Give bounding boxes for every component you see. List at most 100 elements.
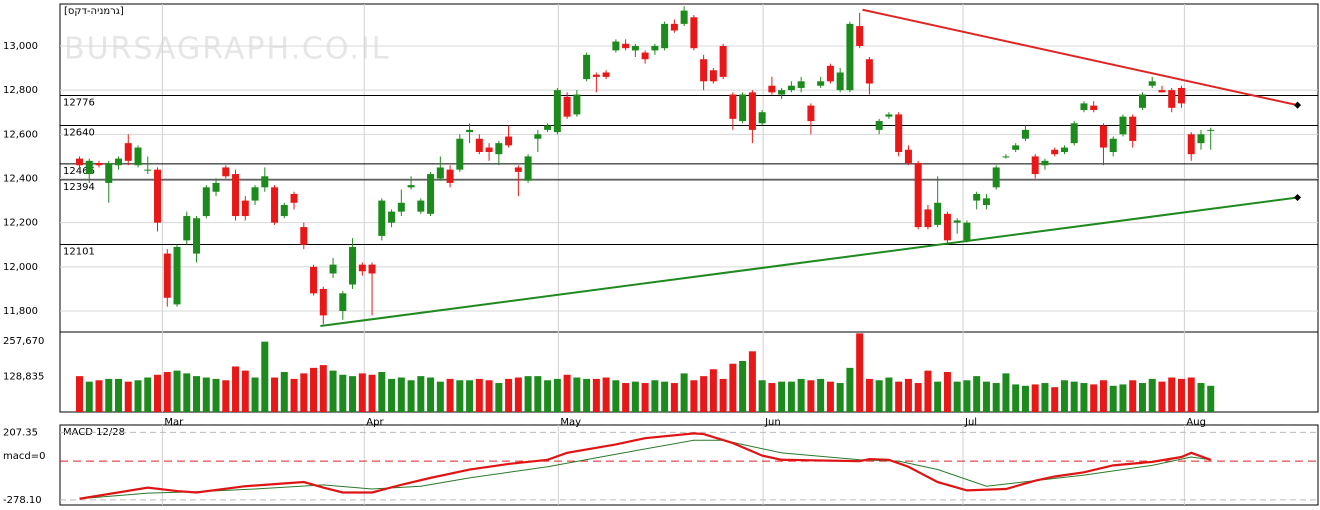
- volume-bar: [797, 378, 805, 412]
- candle-body: [1109, 138, 1117, 152]
- candle-body: [904, 149, 912, 164]
- volume-bar: [826, 381, 834, 412]
- candle-body: [388, 211, 396, 223]
- trend-end: [1293, 101, 1302, 109]
- candle-body: [154, 169, 162, 223]
- candle-body: [1197, 134, 1205, 144]
- candle-body: [982, 198, 990, 205]
- macd-frame: [59, 424, 1319, 506]
- volume-bar: [856, 333, 864, 412]
- candle-body: [280, 204, 288, 217]
- volume-bar: [817, 378, 825, 412]
- volume-bar: [368, 374, 376, 412]
- candle-body: [436, 167, 444, 179]
- y-tick-label: 128,835: [3, 371, 44, 382]
- volume-bar: [836, 383, 844, 412]
- volume-bar: [1099, 380, 1107, 412]
- candle-body: [134, 147, 142, 166]
- volume-bar: [456, 380, 464, 412]
- volume-bar: [544, 380, 552, 412]
- y-tick-label: 12,800: [3, 85, 38, 96]
- volume-bar: [349, 376, 357, 412]
- volume-bar: [768, 383, 776, 412]
- candle-body: [329, 264, 337, 274]
- volume-bar: [953, 381, 961, 412]
- candle-body: [1177, 87, 1185, 104]
- volume-bar: [739, 360, 747, 412]
- candle-body: [271, 187, 279, 223]
- candle-body: [670, 23, 678, 31]
- volume-bar: [397, 377, 405, 412]
- volume-bar: [95, 380, 103, 412]
- candle-body: [212, 182, 220, 192]
- candle-body: [553, 90, 561, 133]
- candle-body: [690, 17, 698, 49]
- candle-body: [76, 158, 84, 166]
- volume-bar: [748, 351, 756, 412]
- volume-bar: [924, 370, 932, 412]
- y-tick-label: 12,400: [3, 173, 38, 184]
- candle-body: [349, 246, 357, 285]
- volume-bar: [339, 374, 347, 412]
- candle-body: [631, 45, 639, 51]
- candle-body: [456, 138, 464, 170]
- candle-body: [748, 92, 756, 130]
- candle-body: [875, 121, 883, 130]
- candle-body: [1138, 94, 1146, 108]
- volume-bar: [417, 376, 425, 412]
- zero-label: macd=0: [3, 451, 45, 462]
- candle-body: [846, 23, 854, 91]
- volume-bar: [76, 376, 84, 412]
- volume-bar: [407, 380, 415, 412]
- volume-bar: [202, 377, 210, 412]
- volume-bar: [427, 377, 435, 412]
- candle-body: [1060, 147, 1068, 152]
- volume-bar: [183, 373, 191, 412]
- candle-body: [807, 105, 815, 122]
- candle-body: [368, 264, 376, 274]
- volume-bar: [1051, 387, 1059, 412]
- candle-body: [1090, 105, 1098, 111]
- candle-body: [251, 187, 259, 201]
- level-label: 12101: [63, 247, 95, 258]
- y-tick-label: 12,600: [3, 129, 38, 140]
- y-tick-label: 12,200: [3, 218, 38, 229]
- candle-body: [466, 129, 474, 133]
- volume-bar: [1109, 385, 1117, 412]
- volume-bar: [612, 380, 620, 412]
- volume-bar: [592, 378, 600, 412]
- candle-body: [407, 185, 415, 188]
- macd-line: [79, 439, 1211, 500]
- candle-body: [222, 167, 230, 177]
- volume-bar: [1129, 380, 1137, 412]
- candle-body: [193, 218, 201, 254]
- candle-body: [739, 94, 747, 122]
- candle-body: [719, 45, 727, 77]
- candle-body: [514, 167, 522, 172]
- candle-body: [592, 74, 600, 77]
- candle-body: [485, 147, 493, 152]
- candle-body: [797, 81, 805, 88]
- candle-body: [826, 65, 834, 82]
- y-tick-label: 257,670: [3, 336, 44, 347]
- candle-body: [105, 163, 113, 183]
- candle-body: [1012, 145, 1020, 150]
- candle-body: [573, 94, 581, 115]
- volume-bar: [300, 373, 308, 412]
- volume-bar: [1148, 378, 1156, 412]
- candle-body: [300, 227, 308, 245]
- candle-body: [261, 176, 269, 188]
- volume-bar: [992, 383, 1000, 412]
- candle-body: [856, 26, 864, 46]
- candle-body: [534, 134, 542, 139]
- candle-body: [709, 70, 717, 82]
- candle-body: [973, 193, 981, 201]
- candle-body: [1031, 156, 1039, 175]
- candle-body: [1158, 90, 1166, 93]
- trend-line: [320, 196, 1298, 328]
- level-label: 12640: [63, 127, 95, 138]
- volume-bar: [1158, 381, 1166, 412]
- volume-bar: [144, 377, 152, 412]
- volume-bar: [631, 381, 639, 412]
